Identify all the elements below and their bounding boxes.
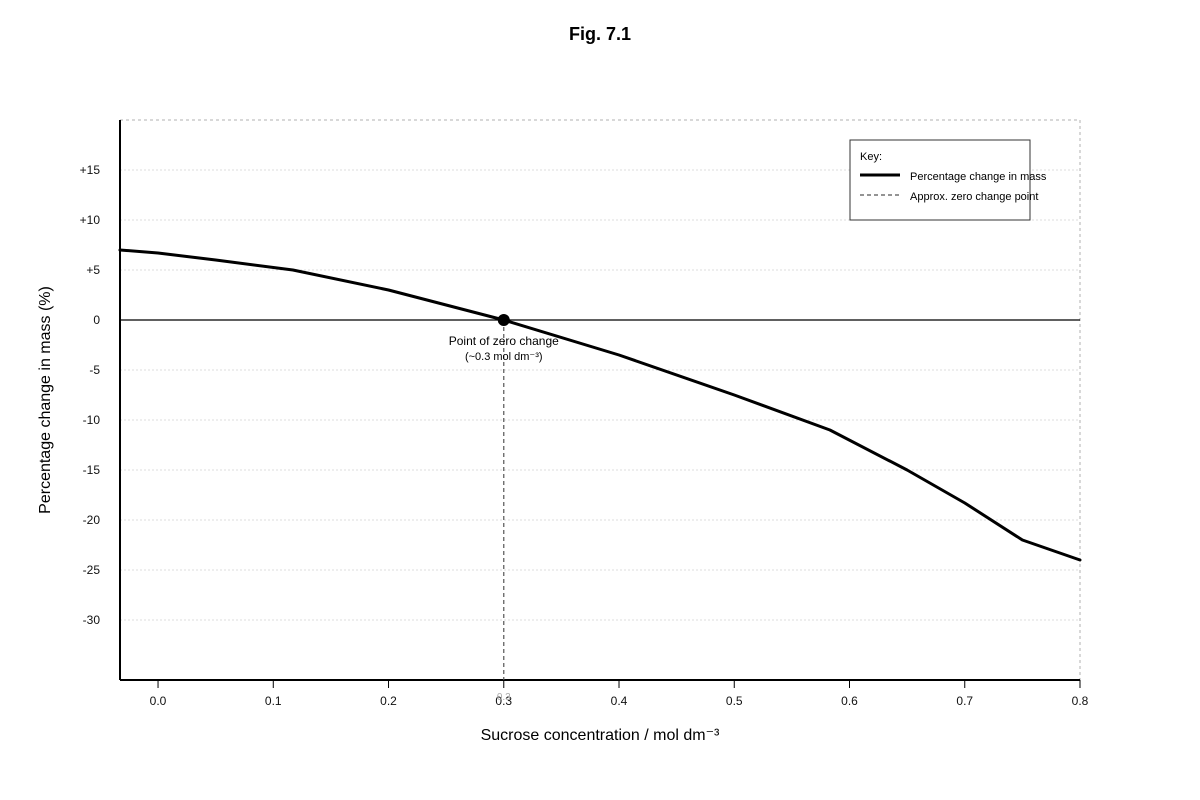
zero-change-point-marker xyxy=(497,314,510,326)
axes xyxy=(119,120,1081,688)
series-line xyxy=(118,248,1082,562)
legend-box xyxy=(849,139,1031,221)
legend: Key: Percentage change in mass Approx. z… xyxy=(849,139,1047,221)
tick-labels: +15+10+50-5-10-15-20-25-300.0 0.1 0.2 0.3 0.… xyxy=(80,163,1089,708)
y-tick-label: +15 xyxy=(80,163,101,177)
y-tick-label: -20 xyxy=(83,513,101,527)
legend-item-label: Percentage change in mass xyxy=(910,171,1047,183)
x-tick-label: 0.2 xyxy=(380,694,397,708)
y-tick-label: 0 xyxy=(93,313,100,327)
x-tick-label: 0.8 xyxy=(1072,694,1089,708)
y-tick-label: -10 xyxy=(83,413,101,427)
legend-title: Key: xyxy=(860,151,882,163)
x-tick-label: 0.4 xyxy=(611,694,628,708)
reference-line-label: 0.3 xyxy=(497,692,511,703)
y-axis-title: Percentage change in mass (%) xyxy=(37,286,54,514)
legend-item-label: Approx. zero change point xyxy=(910,191,1038,203)
y-tick-label: +5 xyxy=(86,263,100,277)
x-tick-label: 0.6 xyxy=(841,694,858,708)
series-lines xyxy=(118,248,1082,562)
x-tick-label: 0.0 xyxy=(150,694,167,708)
annotation-sublabel: (~0.3 mol dm⁻³) xyxy=(465,351,543,363)
y-tick-label: -15 xyxy=(83,463,101,477)
y-tick-label: -5 xyxy=(89,363,100,377)
grid-lines xyxy=(120,119,1081,680)
x-tick-label: 0.3 xyxy=(495,694,512,708)
x-axis-title: Sucrose concentration / mol dm⁻³ xyxy=(481,727,720,744)
x-tick-label: 0.7 xyxy=(956,694,973,708)
y-tick-label: +10 xyxy=(80,213,101,227)
annotation-label: Point of zero change xyxy=(449,334,559,348)
x-tick-label: 0.5 xyxy=(726,694,743,708)
y-tick-label: -30 xyxy=(83,613,101,627)
annotations: 0.3 Point of zero change (~0.3 mol dm⁻³) xyxy=(449,314,559,703)
chart-title: Fig. 7.1 xyxy=(569,24,631,44)
y-tick-label: -25 xyxy=(83,563,101,577)
x-tick-label: 0.1 xyxy=(265,694,282,708)
